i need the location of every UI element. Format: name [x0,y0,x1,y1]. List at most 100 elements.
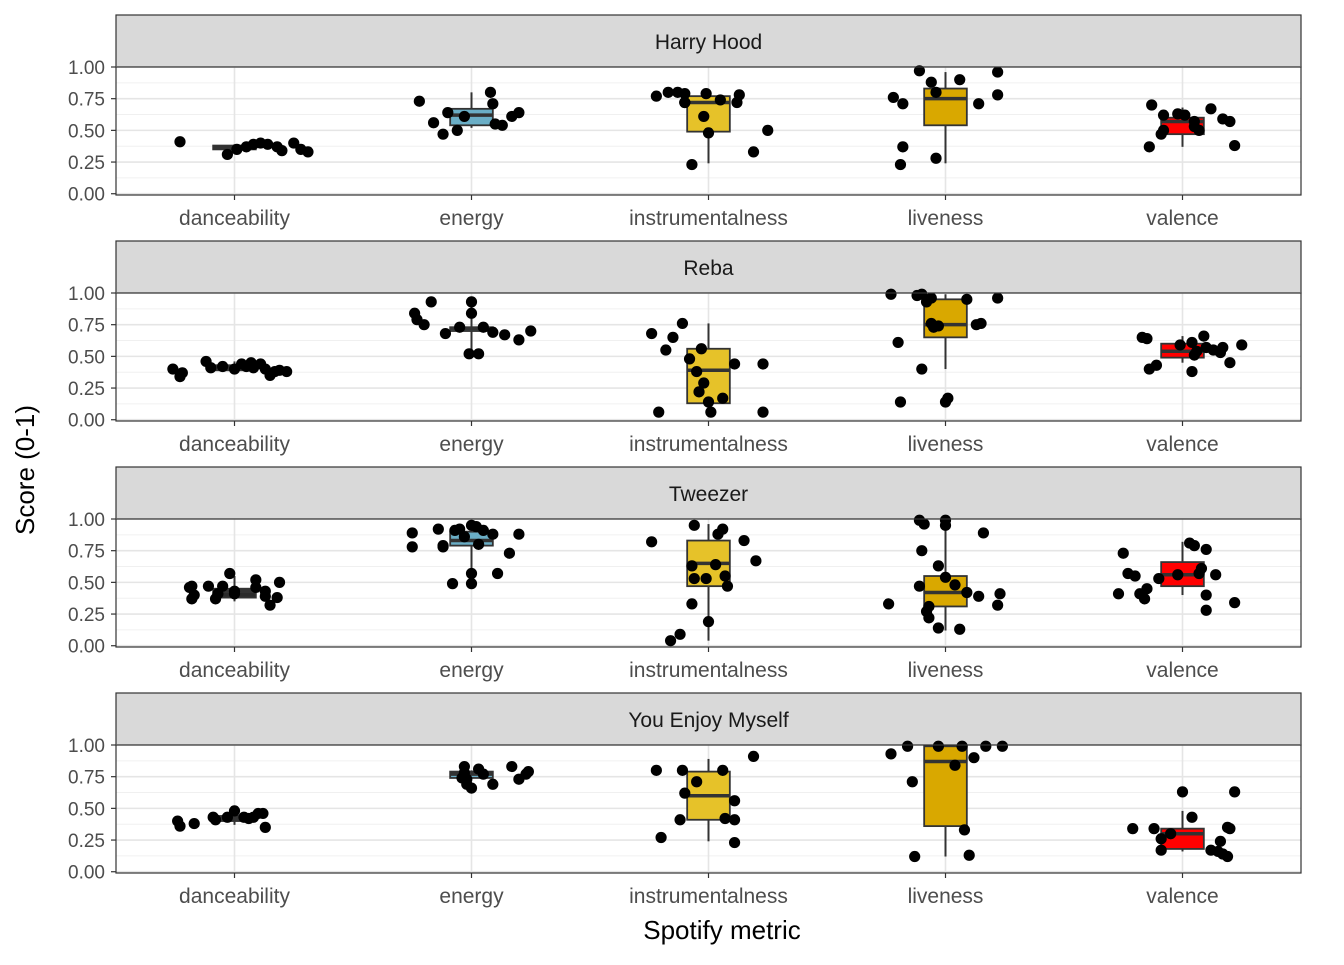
data-point [932,560,944,572]
y-tick-label: 0.75 [68,90,105,111]
data-point [276,145,288,157]
data-point [477,524,489,537]
y-tick-label: 0.75 [68,542,105,563]
data-point [1195,562,1208,575]
x-tick-label: valence [1146,659,1218,682]
y-tick-label: 0.00 [68,411,105,432]
y-tick-label: 1.00 [68,736,105,757]
data-point [1150,359,1163,371]
data-point [728,795,741,807]
data-point [1224,357,1236,369]
data-point [932,740,944,752]
data-point [954,623,966,635]
data-point [686,560,698,572]
data-point [996,740,1008,752]
data-point [930,86,942,98]
x-tick-label: instrumentalness [629,433,788,456]
data-point [176,367,188,379]
data-point [1112,588,1125,600]
data-point [1141,583,1153,595]
x-tick-label: liveness [908,207,984,230]
data-point [885,288,897,300]
data-point [653,406,665,418]
data-point [1186,336,1198,349]
data-point [750,555,762,567]
data-point [674,628,686,640]
data-point [439,327,452,340]
y-tick-label: 0.25 [68,153,105,174]
data-point [491,567,504,580]
data-point [897,141,909,153]
data-point [700,572,712,585]
data-point [418,319,430,331]
data-point [913,65,926,77]
data-point [1153,572,1165,585]
data-point [925,76,937,88]
data-point [406,541,418,553]
data-point [1221,850,1234,863]
data-point [733,89,745,101]
data-point [968,752,980,764]
y-tick-label: 0.50 [68,347,105,368]
data-point [209,814,222,826]
data-point [923,600,935,613]
data-point [679,88,691,100]
data-point [1188,540,1200,552]
data-point [719,812,731,825]
data-point [1186,365,1198,378]
y-tick-label: 0.25 [68,605,105,626]
data-point [939,571,952,583]
data-point [885,748,897,760]
data-point [1141,333,1153,345]
data-point [473,348,485,360]
data-point [437,540,449,552]
data-point [188,817,200,830]
data-point [503,547,516,559]
data-point [698,110,710,123]
data-point [1229,597,1241,609]
data-point [691,776,703,788]
data-point [487,778,499,790]
data-point [1214,835,1227,847]
data-point [1229,786,1241,798]
data-point [646,327,658,340]
data-point [738,534,750,547]
data-point [977,527,990,539]
data-point [949,759,961,771]
x-tick-label: valence [1146,433,1218,456]
data-point [717,764,729,776]
data-point [451,124,463,136]
data-point [679,96,691,109]
y-tick-label: 1.00 [68,510,105,531]
data-point [662,86,674,98]
data-point [458,531,470,543]
x-tick-label: instrumentalness [629,885,788,908]
data-point [465,296,478,308]
data-point [1224,115,1236,128]
data-point [1129,570,1141,582]
data-point [487,326,499,338]
data-point [728,814,741,826]
data-point [432,523,444,535]
data-point [906,776,918,788]
data-point [762,124,774,136]
y-tick-label: 0.75 [68,316,105,337]
y-tick-label: 1.00 [68,284,105,305]
data-point [262,138,274,150]
data-point [1155,833,1167,845]
data-point [693,386,705,398]
data-point [721,580,734,592]
data-point [174,136,186,148]
y-tick-label: 0.00 [68,185,105,206]
data-point [1138,593,1151,605]
data-point [728,836,741,849]
data-point [1143,141,1155,153]
data-point [691,365,703,378]
data-point [477,321,489,333]
data-point [1176,786,1189,798]
data-point [992,292,1004,304]
x-tick-label: energy [439,885,504,908]
data-point [465,567,478,580]
data-point [1200,604,1212,616]
data-point [477,768,489,780]
